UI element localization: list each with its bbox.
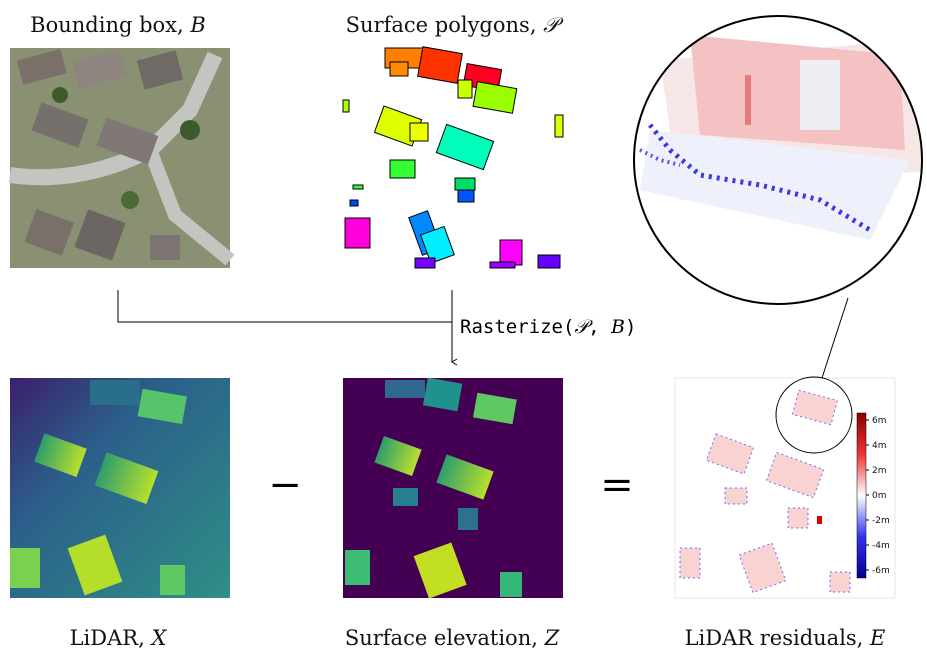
lidar-image <box>10 378 230 598</box>
function-name: Rasterize <box>460 316 563 338</box>
colorbar-label: -4m <box>872 541 890 551</box>
aerial-image-shape <box>52 87 68 103</box>
zoom-view-shape-shape <box>800 60 840 130</box>
operation-label: Rasterize(𝒫, B) <box>460 316 636 338</box>
polygon-image-shape <box>455 178 475 190</box>
polygon-image-shape <box>350 200 358 206</box>
separator: , <box>588 316 611 338</box>
polygon-image-shape <box>538 255 560 268</box>
colorbar-label: 0m <box>872 491 887 501</box>
polygon-image-shape <box>555 115 563 137</box>
label-text: Bounding box, <box>30 13 190 37</box>
label-text: Surface polygons, <box>346 13 544 37</box>
polygon-image-shape <box>490 262 515 268</box>
residual-image-shape <box>857 413 866 578</box>
residual-image-shape <box>817 516 822 524</box>
panel-label: Bounding box, B <box>30 13 206 37</box>
colorbar-label: -2m <box>872 516 890 526</box>
zoom-view-shape-shape <box>745 75 751 125</box>
aerial-image-shape <box>180 120 200 140</box>
elevation-image-shape <box>393 488 418 506</box>
label-symbol: E <box>869 626 885 650</box>
label-text: Surface elevation, <box>345 626 545 650</box>
panel-label: Surface elevation, Z <box>345 626 560 650</box>
residual-image-shape <box>822 298 848 378</box>
elevation-image-shape <box>500 572 522 597</box>
paren: ( <box>563 316 574 338</box>
aerial-image-shape <box>121 191 139 209</box>
panel-label: LiDAR, X <box>70 626 168 650</box>
paren: ) <box>625 316 636 338</box>
polygon-image-shape <box>353 185 363 189</box>
polygon-image-shape <box>343 100 349 112</box>
colorbar-label: -6m <box>872 566 890 576</box>
polygon-image-shape <box>500 240 522 265</box>
connector-shape <box>118 290 452 322</box>
label-text: LiDAR, <box>70 626 152 650</box>
polygon-image-shape <box>390 160 415 178</box>
polygon-image <box>343 47 563 268</box>
residual-image <box>675 298 895 598</box>
colorbar-label: 4m <box>872 441 887 451</box>
polygon-image-shape <box>458 190 474 202</box>
polygon-image-shape <box>458 80 472 98</box>
residual-image-shape-shape <box>830 572 850 592</box>
aerial-image <box>10 48 230 268</box>
arg: B <box>610 316 625 338</box>
polygon-image-shape <box>390 62 408 76</box>
panel-label: LiDAR residuals, E <box>685 626 886 650</box>
lidar-image-shape <box>10 548 40 588</box>
residual-image-shape-shape <box>680 548 700 578</box>
label-symbol: Z <box>544 626 560 650</box>
lidar-image-shape <box>90 380 140 405</box>
polygon-image-shape <box>410 123 428 141</box>
residual-image-shape-shape <box>725 488 747 504</box>
equals-operator: = <box>600 462 634 508</box>
label-symbol: X <box>149 626 167 650</box>
lidar-image-shape <box>160 565 185 595</box>
elevation-image-shape <box>458 508 478 530</box>
residual-image-shape-shape <box>788 508 808 528</box>
zoom-view <box>634 16 927 304</box>
label-symbol: B <box>189 13 205 37</box>
colorbar-label: 6m <box>872 416 887 426</box>
diagram: Rasterize(𝒫, B) − = <box>0 0 927 655</box>
polygon-image-shape <box>345 218 370 248</box>
label-text: LiDAR residuals, <box>685 626 870 650</box>
panel-label: Surface polygons, 𝒫 <box>346 13 565 37</box>
polygon-image-shape <box>418 47 463 83</box>
minus-operator: − <box>268 462 302 508</box>
colorbar-label: 2m <box>872 466 887 476</box>
elevation-image-shape <box>345 550 370 585</box>
polygon-image-shape <box>415 258 435 268</box>
connector <box>118 290 452 362</box>
aerial-image-shape <box>150 235 180 260</box>
elevation-image-shape <box>385 380 425 398</box>
label-symbol: 𝒫 <box>543 13 564 37</box>
elevation-image-shape <box>423 378 462 412</box>
elevation-image <box>343 378 563 599</box>
